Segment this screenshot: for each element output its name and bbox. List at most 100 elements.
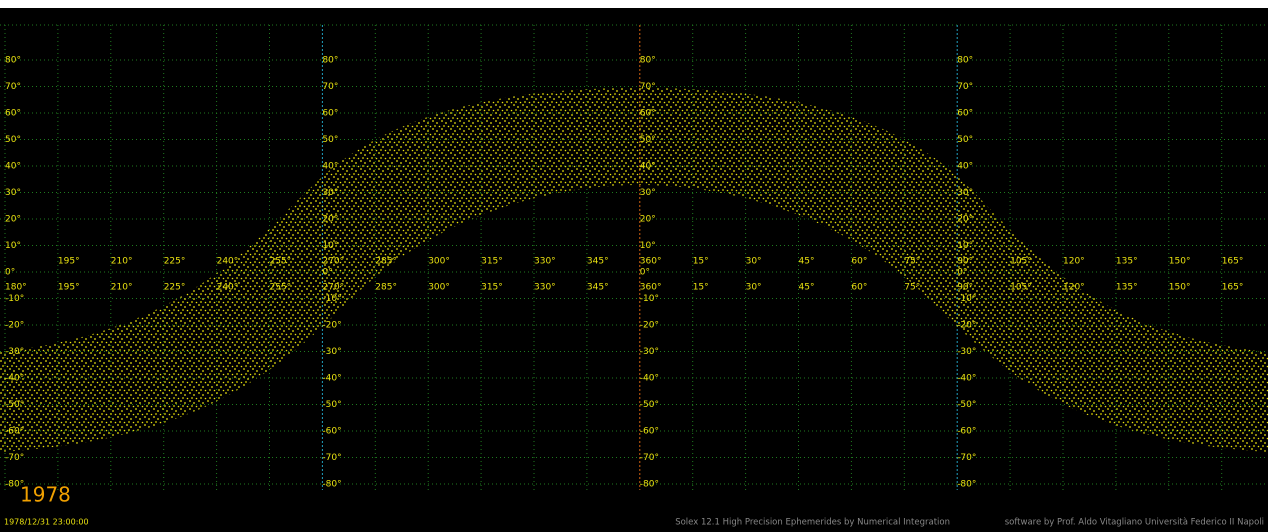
longitude-label: 270° (322, 283, 344, 293)
latitude-label: -70° (5, 453, 24, 463)
latitude-label: -70° (640, 453, 659, 463)
latitude-label: 80° (322, 56, 338, 66)
latitude-label: 30° (640, 188, 656, 198)
latitude-label: 10° (322, 241, 338, 251)
latitude-label: 80° (640, 56, 656, 66)
latitude-label: -30° (5, 347, 24, 357)
longitude-label: 180° (5, 283, 27, 293)
latitude-label: -80° (957, 480, 976, 490)
longitude-label: 150° (1169, 257, 1191, 267)
latitude-label: 20° (640, 215, 656, 225)
latitude-label: 20° (5, 215, 21, 225)
latitude-label: 60° (5, 109, 21, 119)
latitude-label: 70° (322, 82, 338, 92)
latitude-label: -10° (322, 294, 341, 304)
latitude-label: -50° (5, 400, 24, 410)
longitude-label: 15° (693, 283, 709, 293)
longitude-label: 120° (1063, 283, 1085, 293)
longitude-label: 135° (1116, 283, 1138, 293)
longitude-label: 225° (164, 283, 186, 293)
longitude-label: 15° (693, 257, 709, 267)
latitude-label: -40° (957, 374, 976, 384)
latitude-label: 20° (322, 215, 338, 225)
latitude-label: -10° (640, 294, 659, 304)
latitude-label: -60° (957, 427, 976, 437)
latitude-label: -20° (5, 321, 24, 331)
latitude-label: -60° (322, 427, 341, 437)
latitude-label: -50° (640, 400, 659, 410)
latitude-label: 70° (640, 82, 656, 92)
longitude-label: 255° (270, 257, 292, 267)
longitude-label: 255° (270, 283, 292, 293)
longitude-label: 195° (58, 283, 80, 293)
latitude-label: -70° (322, 453, 341, 463)
latitude-label: 30° (957, 188, 973, 198)
latitude-label: -20° (957, 321, 976, 331)
longitude-label: 285° (375, 257, 397, 267)
latitude-label: -10° (5, 294, 24, 304)
longitude-label: 45° (799, 283, 815, 293)
plot-background (0, 8, 1268, 532)
latitude-label: 0° (640, 268, 650, 278)
latitude-label: -30° (640, 347, 659, 357)
longitude-label: 285° (375, 283, 397, 293)
longitude-label: 30° (746, 257, 762, 267)
longitude-label: 360° (640, 257, 662, 267)
longitude-label: 105° (1010, 283, 1032, 293)
longitude-label: 120° (1063, 257, 1085, 267)
longitude-label: 345° (587, 283, 609, 293)
latitude-label: 20° (957, 215, 973, 225)
author: software by Prof. Aldo Vitagliano Univer… (1005, 518, 1264, 528)
timestamp: 1978/12/31 23:00:00 (4, 518, 89, 527)
longitude-label: 75° (904, 257, 920, 267)
longitude-label: 300° (428, 283, 450, 293)
latitude-label: -40° (322, 374, 341, 384)
longitude-label: 330° (534, 257, 556, 267)
latitude-label: 50° (322, 135, 338, 145)
axis-labels: 180° 195° 195° 210° 210° 225° 225° 240° 240° 255°… (5, 56, 1243, 490)
latitude-label: 60° (957, 109, 973, 119)
latitude-label: 60° (640, 109, 656, 119)
latitude-label: 0° (5, 268, 15, 278)
longitude-label: 225° (164, 257, 186, 267)
latitude-label: 40° (322, 162, 338, 172)
latitude-label: -30° (322, 347, 341, 357)
latitude-label: 10° (5, 241, 21, 251)
latitude-label: 80° (957, 56, 973, 66)
latitude-label: 40° (640, 162, 656, 172)
longitude-label: 360° (640, 283, 662, 293)
latitude-label: -60° (5, 427, 24, 437)
longitude-label: 345° (587, 257, 609, 267)
latitude-label: -50° (322, 400, 341, 410)
longitude-label: 270° (322, 257, 344, 267)
latitude-label: 30° (322, 188, 338, 198)
longitude-label: 90° (957, 257, 973, 267)
longitude-label: 150° (1169, 283, 1191, 293)
orbit-band (0, 88, 1268, 452)
longitude-label: 30° (746, 283, 762, 293)
credits: Solex 12.1 High Precision Ephemerides by… (675, 518, 950, 528)
longitude-label: 240° (217, 283, 239, 293)
longitude-label: 165° (1222, 257, 1244, 267)
latitude-label: -80° (5, 480, 24, 490)
latitude-label: 50° (5, 135, 21, 145)
latitude-label: 40° (957, 162, 973, 172)
longitude-label: 330° (534, 283, 556, 293)
latitude-label: 0° (322, 268, 332, 278)
latitude-label: 60° (322, 109, 338, 119)
latitude-label: -20° (322, 321, 341, 331)
longitude-label: 315° (481, 257, 503, 267)
latitude-label: -80° (322, 480, 341, 490)
longitude-label: 60° (851, 283, 867, 293)
latitude-label: -70° (957, 453, 976, 463)
latitude-label: 70° (5, 82, 21, 92)
longitude-label: 60° (851, 257, 867, 267)
year-label: 1978 (20, 483, 71, 507)
latitude-label: -80° (640, 480, 659, 490)
latitude-label: -40° (5, 374, 24, 384)
latitude-label: -20° (640, 321, 659, 331)
longitude-label: 165° (1222, 283, 1244, 293)
latitude-label: 30° (5, 188, 21, 198)
